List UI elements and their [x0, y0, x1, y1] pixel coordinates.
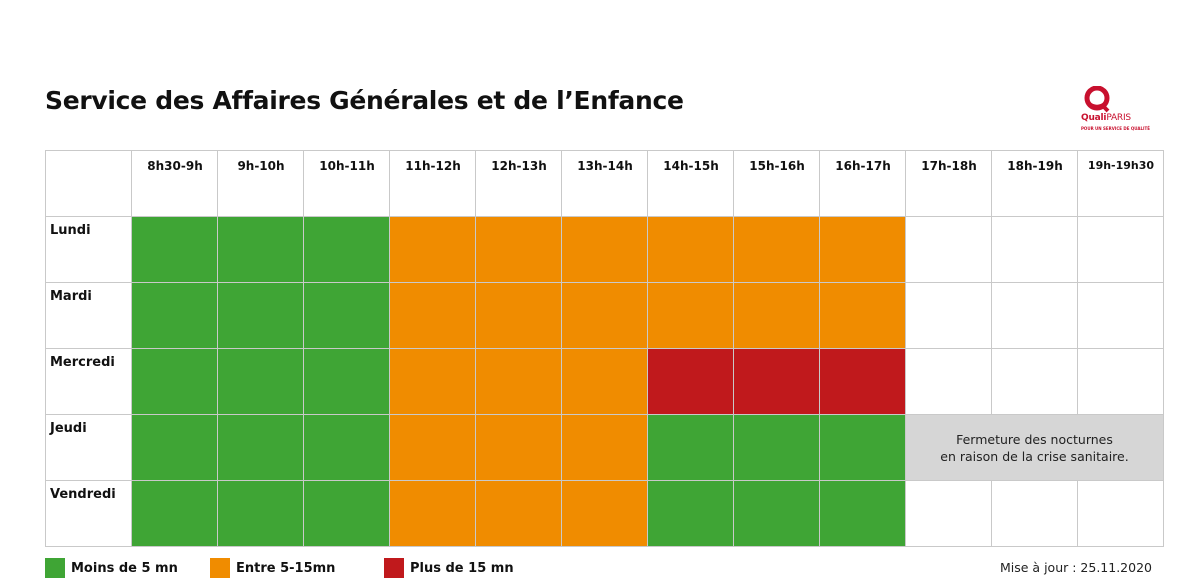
- column-header: 10h-11h: [319, 159, 375, 173]
- heatmap-cell: [992, 217, 1078, 283]
- heatmap-cell: [734, 283, 820, 349]
- legend-item: Entre 5-15mn: [210, 558, 335, 578]
- heatmap-cell: [132, 415, 218, 481]
- closure-note-line: en raison de la crise sanitaire.: [940, 448, 1129, 464]
- heatmap-cell: [820, 481, 906, 547]
- column-header: 17h-18h: [921, 159, 977, 173]
- grid-line: [45, 348, 1164, 349]
- legend-label: Entre 5-15mn: [236, 560, 336, 576]
- column-header: 13h-14h: [577, 159, 633, 173]
- heatmap-cell: [820, 415, 906, 481]
- heatmap-cell: [820, 283, 906, 349]
- heatmap-cell: [218, 283, 304, 349]
- qualiparis-logo-icon: [1084, 86, 1110, 113]
- column-header: 14h-15h: [663, 159, 719, 173]
- heatmap-cell: [734, 481, 820, 547]
- grid-line: [45, 150, 1164, 151]
- update-date: Mise à jour : 25.11.2020: [1000, 560, 1152, 575]
- legend-label: Plus de 15 mn: [410, 560, 514, 576]
- legend-item: Plus de 15 mn: [384, 558, 514, 578]
- heatmap-cell: [476, 217, 562, 283]
- heatmap-cell: [734, 415, 820, 481]
- heatmap-cell: [304, 415, 390, 481]
- heatmap-cell: [390, 415, 476, 481]
- closure-note: Fermeture des nocturnes en raison de la c…: [906, 415, 1163, 480]
- legend-label: Moins de 5 mn: [71, 560, 178, 576]
- grid-line: [45, 414, 1164, 415]
- heatmap-cell: [390, 283, 476, 349]
- heatmap-cell: [648, 481, 734, 547]
- grid-line: [45, 546, 1164, 547]
- heatmap-cell: [218, 415, 304, 481]
- heatmap-cell: [562, 349, 648, 415]
- heatmap-cell: [906, 349, 992, 415]
- heatmap-cell: [218, 217, 304, 283]
- heatmap-cell: [734, 217, 820, 283]
- heatmap-cell: [820, 217, 906, 283]
- column-header: 8h30-9h: [147, 159, 203, 173]
- row-label: Mardi: [50, 289, 92, 304]
- heatmap-cell: [1078, 349, 1164, 415]
- heatmap-cell: [562, 415, 648, 481]
- heatmap-cell: [132, 349, 218, 415]
- heatmap-cell: [304, 481, 390, 547]
- heatmap-cell: [476, 283, 562, 349]
- column-header: 16h-17h: [835, 159, 891, 173]
- row-label: Jeudi: [50, 421, 87, 436]
- grid-line: [45, 480, 1164, 481]
- heatmap-cell: [562, 481, 648, 547]
- heatmap-cell: [906, 283, 992, 349]
- heatmap-cell: [648, 415, 734, 481]
- legend-swatch: [45, 558, 65, 578]
- wait-time-grid: 8h30-9h 9h-10h 10h-11h 11h-12h 12h-13h 13h-14…: [45, 150, 1164, 548]
- column-header: 11h-12h: [405, 159, 461, 173]
- row-label: Vendredi: [50, 487, 116, 502]
- heatmap-cell: [1078, 217, 1164, 283]
- heatmap-cell: [648, 217, 734, 283]
- heatmap-cell: [476, 415, 562, 481]
- heatmap-cell: [992, 283, 1078, 349]
- row-label: Mercredi: [50, 355, 115, 370]
- column-header: 12h-13h: [491, 159, 547, 173]
- closure-note-line: Fermeture des nocturnes: [956, 431, 1113, 447]
- heatmap-cell: [476, 481, 562, 547]
- heatmap-cell: [820, 349, 906, 415]
- heatmap-cell: [476, 349, 562, 415]
- heatmap-cell: [562, 283, 648, 349]
- heatmap-cell: [1078, 481, 1164, 547]
- page-title: Service des Affaires Générales et de l’E…: [45, 86, 684, 115]
- heatmap-cell: [992, 481, 1078, 547]
- column-header: 18h-19h: [1007, 159, 1063, 173]
- legend-swatch: [384, 558, 404, 578]
- grid-line: [45, 282, 1164, 283]
- column-header: 19h-19h30: [1087, 159, 1155, 172]
- heatmap-cell: [304, 349, 390, 415]
- column-header: 9h-10h: [237, 159, 285, 173]
- logo-wordmark: QualiPARIS: [1081, 113, 1131, 123]
- heatmap-cell: [304, 283, 390, 349]
- heatmap-cell: [218, 481, 304, 547]
- heatmap-cell: [648, 283, 734, 349]
- heatmap-cell: [390, 217, 476, 283]
- heatmap-cell: [132, 481, 218, 547]
- heatmap-cell: [734, 349, 820, 415]
- heatmap-cell: [218, 349, 304, 415]
- heatmap-cell: [648, 349, 734, 415]
- heatmap-cell: [304, 217, 390, 283]
- row-label: Lundi: [50, 223, 91, 238]
- heatmap-cell: [390, 349, 476, 415]
- heatmap-cell: [1078, 283, 1164, 349]
- heatmap-cell: [992, 349, 1078, 415]
- heatmap-cell: [906, 481, 992, 547]
- heatmap-cell: [132, 217, 218, 283]
- legend-swatch: [210, 558, 230, 578]
- logo-tagline: POUR UN SERVICE DE QUALITÉ: [1081, 126, 1150, 131]
- heatmap-cell: [390, 481, 476, 547]
- column-header: 15h-16h: [749, 159, 805, 173]
- legend-item: Moins de 5 mn: [45, 558, 178, 578]
- heatmap-cell: [562, 217, 648, 283]
- heatmap-cell: [906, 217, 992, 283]
- grid-line: [45, 216, 1164, 217]
- heatmap-cell: [132, 283, 218, 349]
